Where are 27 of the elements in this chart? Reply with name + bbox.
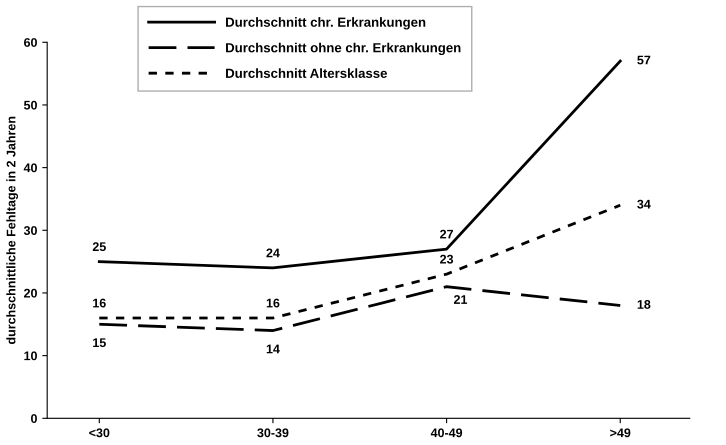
data-label: 16 (93, 298, 106, 308)
x-tick-label: >49 (610, 428, 630, 438)
legend-label: Durchschnitt Altersklasse (226, 68, 387, 78)
x-tick-label: 30-39 (257, 428, 288, 438)
data-label: 18 (638, 300, 650, 309)
legend-label: Durchschnitt chr. Erkrankungen (226, 17, 426, 30)
y-tick-label: 20 (24, 288, 37, 298)
data-label: 23 (440, 254, 454, 264)
data-label: 57 (637, 56, 650, 64)
data-label: 24 (266, 248, 280, 258)
y-tick-label: 60 (24, 38, 37, 47)
y-tick-label: 30 (24, 226, 37, 235)
data-label: 25 (92, 242, 106, 252)
data-label: 15 (93, 338, 106, 348)
data-label: 14 (266, 344, 280, 354)
legend-label: Durchschnitt ohne chr. Erkrankungen (226, 42, 460, 56)
data-label: 34 (637, 200, 651, 209)
x-tick-label: <30 (89, 428, 110, 438)
data-label: 27 (440, 230, 453, 238)
y-tick-label: 0 (31, 414, 37, 423)
data-label: 21 (454, 295, 468, 304)
x-tick-label: 40-49 (430, 428, 462, 438)
y-tick-label: 10 (24, 351, 37, 360)
y-tick-label: 40 (24, 163, 37, 172)
y-axis-title: durchschnittliche Fehltage in 2 Jahren (6, 116, 18, 344)
y-tick-label: 50 (24, 100, 37, 110)
data-label: 16 (266, 298, 280, 308)
